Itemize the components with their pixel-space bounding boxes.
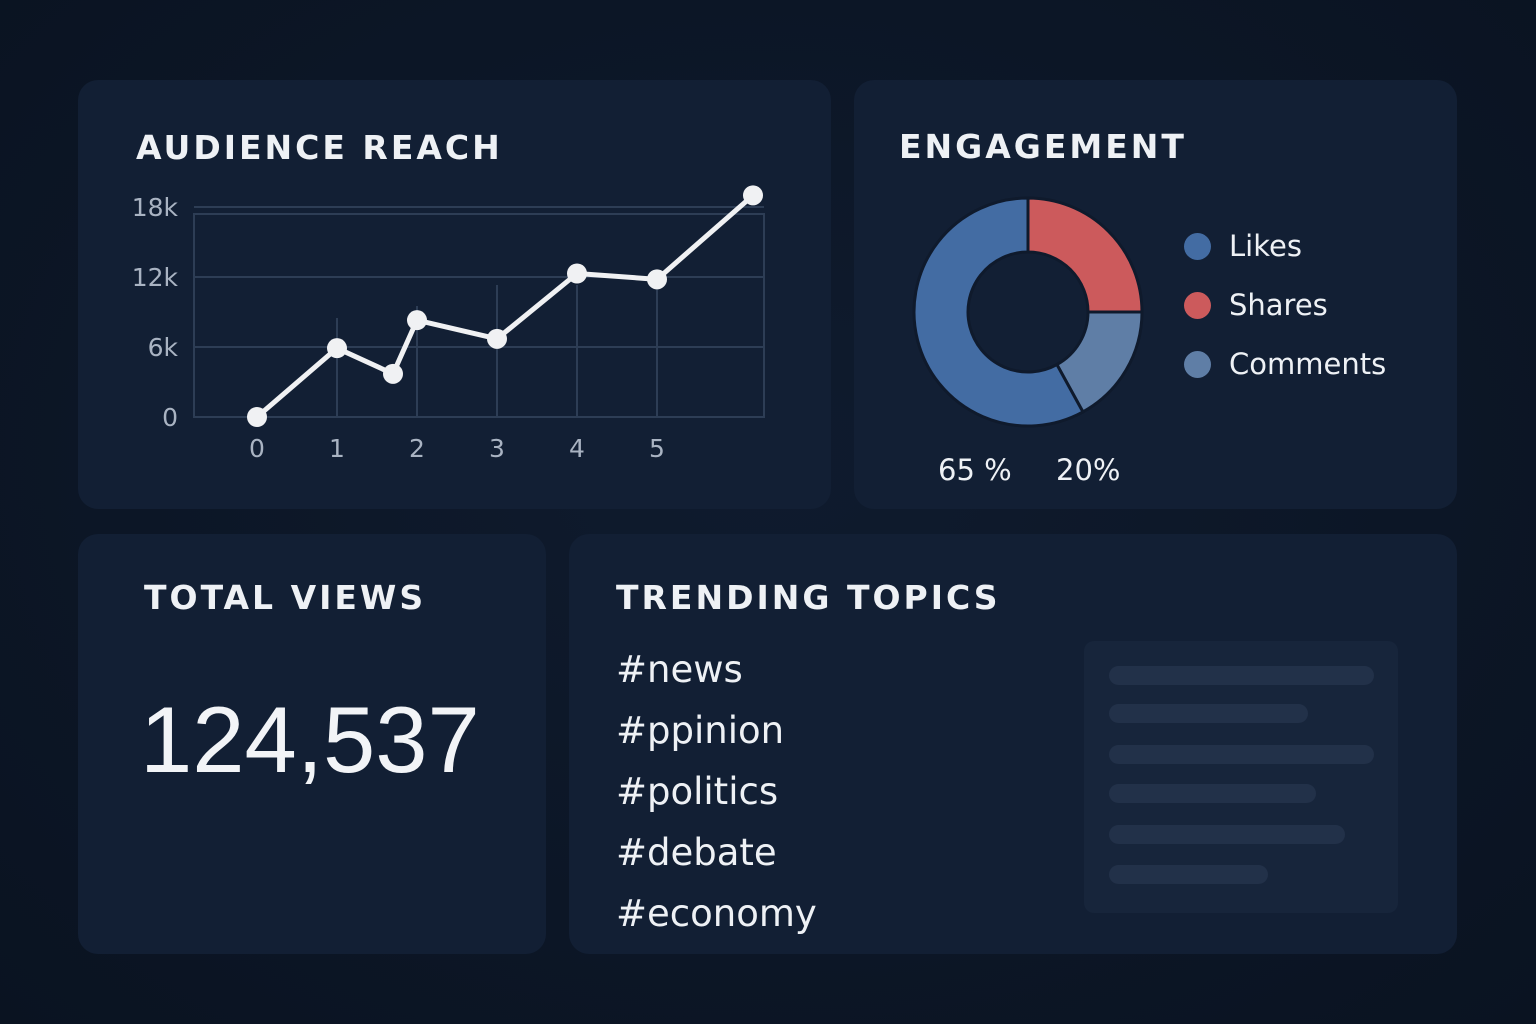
y-tick-label: 0 xyxy=(162,403,178,432)
skeleton-line xyxy=(1109,666,1374,685)
audience-reach-line-chart: 0 6k 12k 18k 0 1 2 3 4 5 xyxy=(132,185,765,463)
trending-topics-list: #news #ppinion #politics #debate #econom… xyxy=(616,644,817,949)
x-tick-label: 0 xyxy=(249,434,265,463)
total-views-value: 124,537 xyxy=(140,687,480,792)
topic-item-debate[interactable]: #debate xyxy=(616,831,777,874)
total-views-title: TOTAL VIEWS xyxy=(144,578,427,617)
reach-data-point xyxy=(567,263,587,284)
engagement-title: ENGAGEMENT xyxy=(899,127,1187,166)
topic-item-politics[interactable]: #politics xyxy=(616,770,779,813)
likes-legend-label: Likes xyxy=(1229,229,1302,263)
engagement-card: ENGAGEMENT Likes Shares Comments 65 % 20… xyxy=(854,80,1457,509)
total-views-card: TOTAL VIEWS 124,537 xyxy=(78,534,546,954)
reach-data-point xyxy=(327,338,347,359)
topic-item-economy[interactable]: #economy xyxy=(616,892,817,935)
comments-legend-dot xyxy=(1184,350,1211,378)
reach-data-point xyxy=(743,185,763,206)
x-tick-label: 5 xyxy=(649,434,665,463)
audience-reach-card: AUDIENCE REACH 0 6k 12k 18k 0 1 2 3 4 5 xyxy=(78,80,831,509)
reach-series-line xyxy=(254,192,756,420)
topic-preview-placeholder xyxy=(1084,641,1398,913)
x-tick-label: 3 xyxy=(489,434,505,463)
engagement-donut-chart xyxy=(912,196,1144,428)
legend-item-shares: Shares xyxy=(1184,272,1386,338)
likes-slice xyxy=(912,196,1085,428)
skeleton-line xyxy=(1109,704,1308,723)
shares-legend-dot xyxy=(1184,291,1211,319)
reach-data-point xyxy=(247,407,267,427)
shares-percent-label: 20% xyxy=(1056,453,1121,487)
engagement-legend: Likes Shares Comments xyxy=(1184,220,1386,397)
reach-data-point xyxy=(487,328,507,349)
x-tick-label: 1 xyxy=(329,434,345,463)
audience-reach-title: AUDIENCE REACH xyxy=(136,128,503,167)
y-tick-label: 18k xyxy=(132,193,179,222)
plot-frame xyxy=(193,213,765,418)
skeleton-line xyxy=(1109,784,1316,803)
comments-legend-label: Comments xyxy=(1229,347,1387,381)
x-tick-label: 2 xyxy=(409,434,425,463)
trending-topics-title: TRENDING TOPICS xyxy=(616,578,1001,617)
x-tick-label: 4 xyxy=(569,434,585,463)
shares-slice xyxy=(1026,196,1144,314)
reach-data-point xyxy=(647,269,667,290)
topic-item-news[interactable]: #news xyxy=(616,648,743,691)
trending-topics-card: TRENDING TOPICS #news #ppinion #politics… xyxy=(569,534,1457,954)
reach-data-point xyxy=(407,310,427,331)
shares-legend-label: Shares xyxy=(1229,288,1328,322)
likes-legend-dot xyxy=(1184,232,1211,260)
skeleton-line xyxy=(1109,865,1268,884)
topic-item-opinion[interactable]: #ppinion xyxy=(616,709,785,752)
y-tick-label: 12k xyxy=(132,263,179,292)
reach-data-point xyxy=(383,363,403,384)
y-tick-label: 6k xyxy=(148,333,179,362)
skeleton-line xyxy=(1109,745,1374,764)
likes-percent-label: 65 % xyxy=(938,453,1012,487)
legend-item-likes: Likes xyxy=(1184,213,1386,279)
skeleton-line xyxy=(1109,825,1345,844)
legend-item-comments: Comments xyxy=(1184,331,1386,397)
